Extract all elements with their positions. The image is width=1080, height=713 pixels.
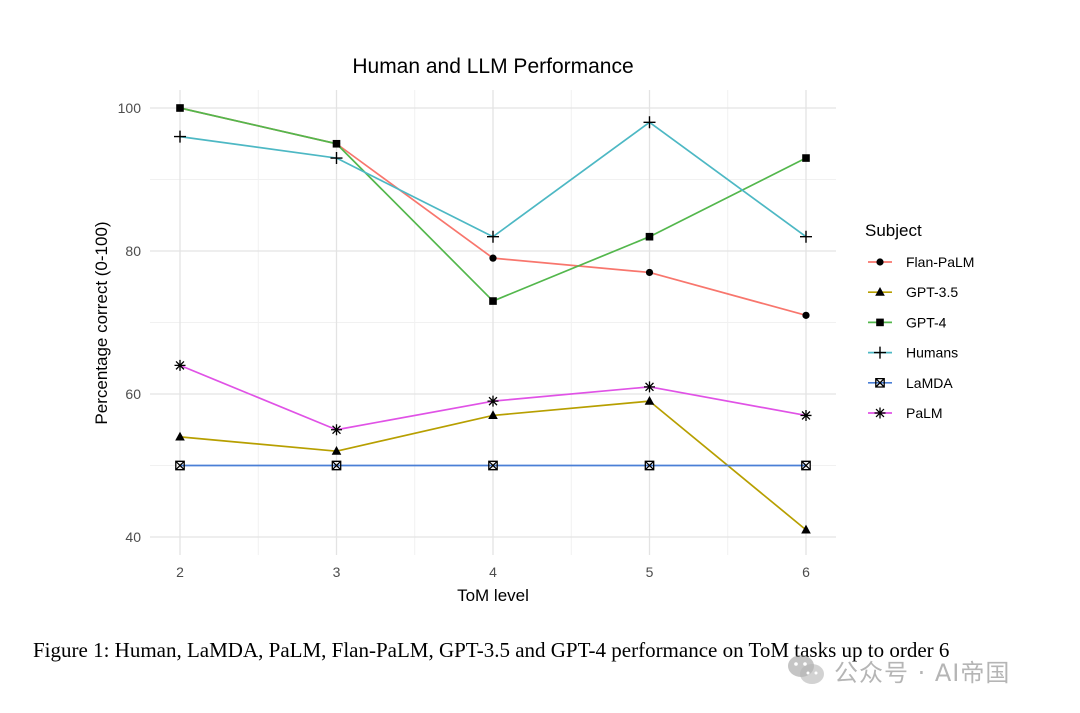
data-point-lamda [488, 460, 498, 471]
data-point-gpt-3-5 [801, 524, 811, 534]
data-point-humans [487, 230, 499, 243]
data-point-flan-palm [645, 268, 654, 277]
legend-marker-flan-palm [876, 258, 884, 266]
data-point-palm [331, 424, 342, 436]
legend-label-lamda: LaMDA [906, 375, 953, 391]
legend-label-gpt-3-5: GPT-3.5 [906, 284, 958, 300]
data-point-flan-palm [489, 254, 497, 262]
wechat-icon [788, 655, 824, 684]
legend: Subject Flan-PaLM GPT-3.5 GPT-4 Humans LaMDA… [865, 221, 974, 421]
legend-item-flan-palm: Flan-PaLM [868, 254, 974, 270]
x-tick-label: 6 [802, 564, 810, 580]
legend-label-palm: PaLM [906, 405, 943, 421]
data-point-lamda [801, 460, 811, 471]
data-point-flan-palm [802, 311, 810, 319]
legend-title: Subject [865, 221, 922, 240]
y-tick-label: 40 [125, 529, 141, 545]
x-axis-label: ToM level [457, 586, 529, 605]
watermark: 公众号 · AI帝国 [786, 650, 1010, 690]
legend-label-flan-palm: Flan-PaLM [906, 254, 974, 270]
series-humans [174, 116, 812, 243]
legend-marker-lamda [875, 377, 885, 388]
chart-title: Human and LLM Performance [352, 55, 633, 78]
data-point-lamda [175, 460, 185, 471]
data-point-palm [487, 395, 499, 407]
data-point-gpt-3-5 [488, 410, 498, 420]
y-axis-label: Percentage correct (0-100) [92, 221, 111, 424]
legend-marker-palm [874, 407, 886, 419]
series-lamda [175, 460, 811, 471]
legend-marker-gpt-3-5 [875, 287, 885, 296]
data-point-gpt-4 [489, 297, 497, 305]
legend-marker-gpt-4 [876, 318, 884, 327]
legend-item-gpt-3-5: GPT-3.5 [868, 284, 958, 300]
y-tick-label: 60 [125, 386, 141, 402]
legend-item-palm: PaLM [868, 405, 943, 421]
series-palm [174, 359, 812, 436]
series-group [174, 104, 812, 534]
legend-label-gpt-4: GPT-4 [906, 314, 947, 330]
data-point-palm [800, 409, 812, 421]
data-point-lamda [644, 460, 655, 471]
legend-item-lamda: LaMDA [868, 375, 953, 391]
legend-item-gpt-4: GPT-4 [868, 314, 947, 330]
series-gpt-4 [176, 104, 810, 305]
legend-item-humans: Humans [868, 345, 958, 361]
data-point-gpt-4 [332, 139, 341, 148]
data-point-humans [800, 230, 812, 243]
grid [150, 90, 836, 555]
data-point-palm [174, 359, 186, 371]
data-point-lamda [331, 460, 342, 471]
data-point-gpt-3-5 [175, 431, 185, 441]
series-gpt-3-5 [175, 395, 811, 534]
watermark-text: 公众号 · AI帝国 [834, 658, 1011, 687]
data-point-gpt-4 [176, 104, 184, 112]
data-point-gpt-3-5 [644, 395, 655, 405]
data-point-humans [643, 116, 656, 129]
legend-marker-humans [874, 346, 886, 359]
data-point-gpt-3-5 [331, 446, 342, 455]
data-point-gpt-4 [802, 154, 810, 162]
x-tick-label: 3 [333, 564, 341, 580]
line-chart: Human and LLM Performance 40 60 80 100 2 3 4 5 6… [92, 55, 974, 605]
data-point-gpt-4 [645, 232, 654, 241]
x-tick-label: 4 [489, 564, 497, 580]
data-point-humans [174, 130, 186, 143]
x-tick-label: 5 [646, 564, 654, 580]
y-tick-label: 80 [125, 243, 141, 259]
y-tick-label: 100 [118, 100, 142, 116]
x-tick-label: 2 [176, 564, 184, 580]
data-point-humans [330, 152, 343, 165]
axes: 40 60 80 100 2 3 4 5 6 [118, 100, 810, 580]
legend-label-humans: Humans [906, 345, 958, 361]
data-point-palm [644, 381, 655, 393]
